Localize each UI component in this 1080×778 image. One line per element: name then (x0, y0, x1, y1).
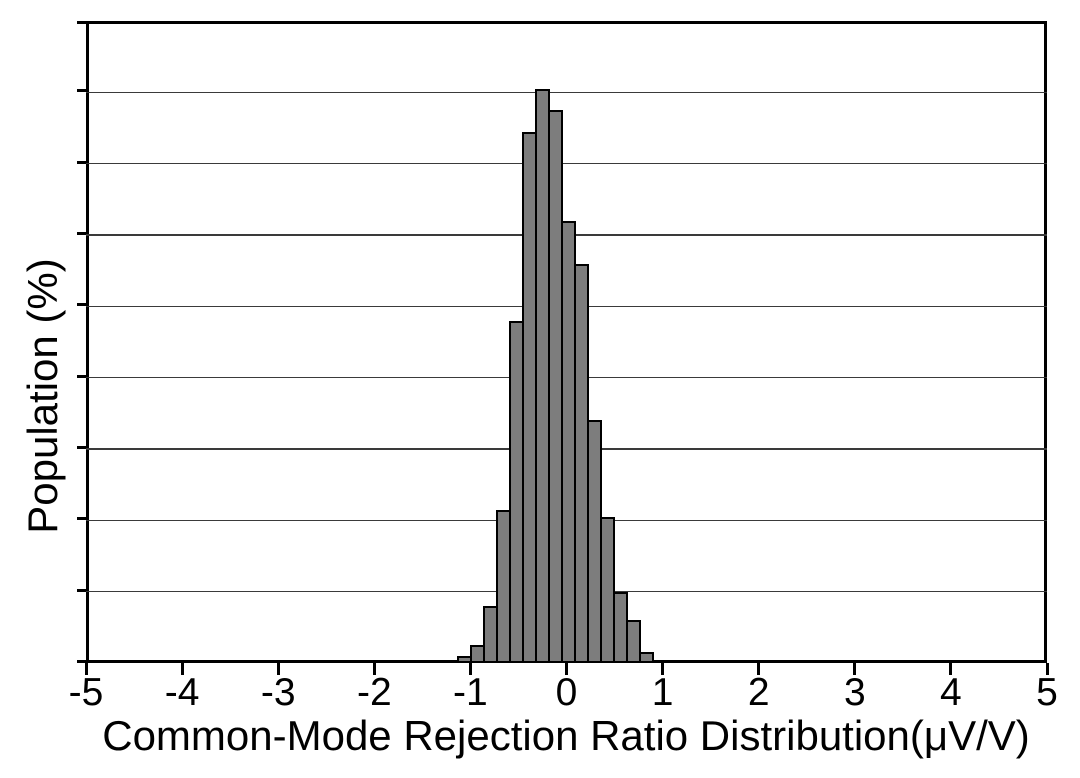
y-axis-title: Population (%) (18, 258, 66, 534)
gridline (86, 91, 1047, 94)
x-tick-label: -3 (260, 671, 296, 714)
x-axis-tick (1045, 663, 1049, 675)
x-tick-label: 3 (843, 671, 866, 714)
histogram-bar (625, 620, 641, 663)
y-axis-tick (77, 588, 86, 592)
x-tick-label: 1 (651, 671, 674, 714)
y-axis-tick (77, 660, 86, 663)
gridline (86, 162, 1047, 165)
y-axis-tick (77, 374, 86, 378)
x-axis-tick (276, 663, 280, 675)
y-axis-tick (77, 303, 86, 307)
plot-area (77, 21, 1049, 675)
x-axis-tick (84, 663, 88, 675)
x-axis-tick (757, 663, 761, 675)
x-tick-label: -1 (453, 671, 488, 714)
x-axis-tick (565, 663, 568, 675)
x-tick-label: 2 (747, 671, 770, 714)
y-axis-tick (77, 517, 86, 521)
x-tick-label: 5 (1036, 671, 1058, 714)
y-axis-tick (77, 446, 86, 449)
x-axis-tick (468, 663, 472, 675)
x-axis-tick (949, 663, 953, 675)
y-axis-tick (77, 232, 86, 235)
x-axis-tick (372, 663, 376, 675)
histogram-bar (638, 652, 654, 663)
x-axis-tick (853, 663, 857, 675)
x-tick-label: -5 (68, 671, 104, 714)
x-tick-label: -4 (164, 671, 200, 714)
histogram-bar (599, 516, 615, 663)
y-axis-tick (77, 21, 86, 24)
x-tick-label: -2 (356, 671, 392, 714)
x-axis-title: Common-Mode Rejection Ratio Distribution… (102, 712, 1030, 759)
x-axis-tick (180, 663, 184, 675)
y-axis-tick (77, 89, 86, 93)
x-tick-label: 4 (940, 671, 962, 714)
x-tick-label: 0 (555, 671, 578, 714)
y-axis-tick (77, 160, 86, 164)
x-axis-tick (661, 663, 665, 675)
